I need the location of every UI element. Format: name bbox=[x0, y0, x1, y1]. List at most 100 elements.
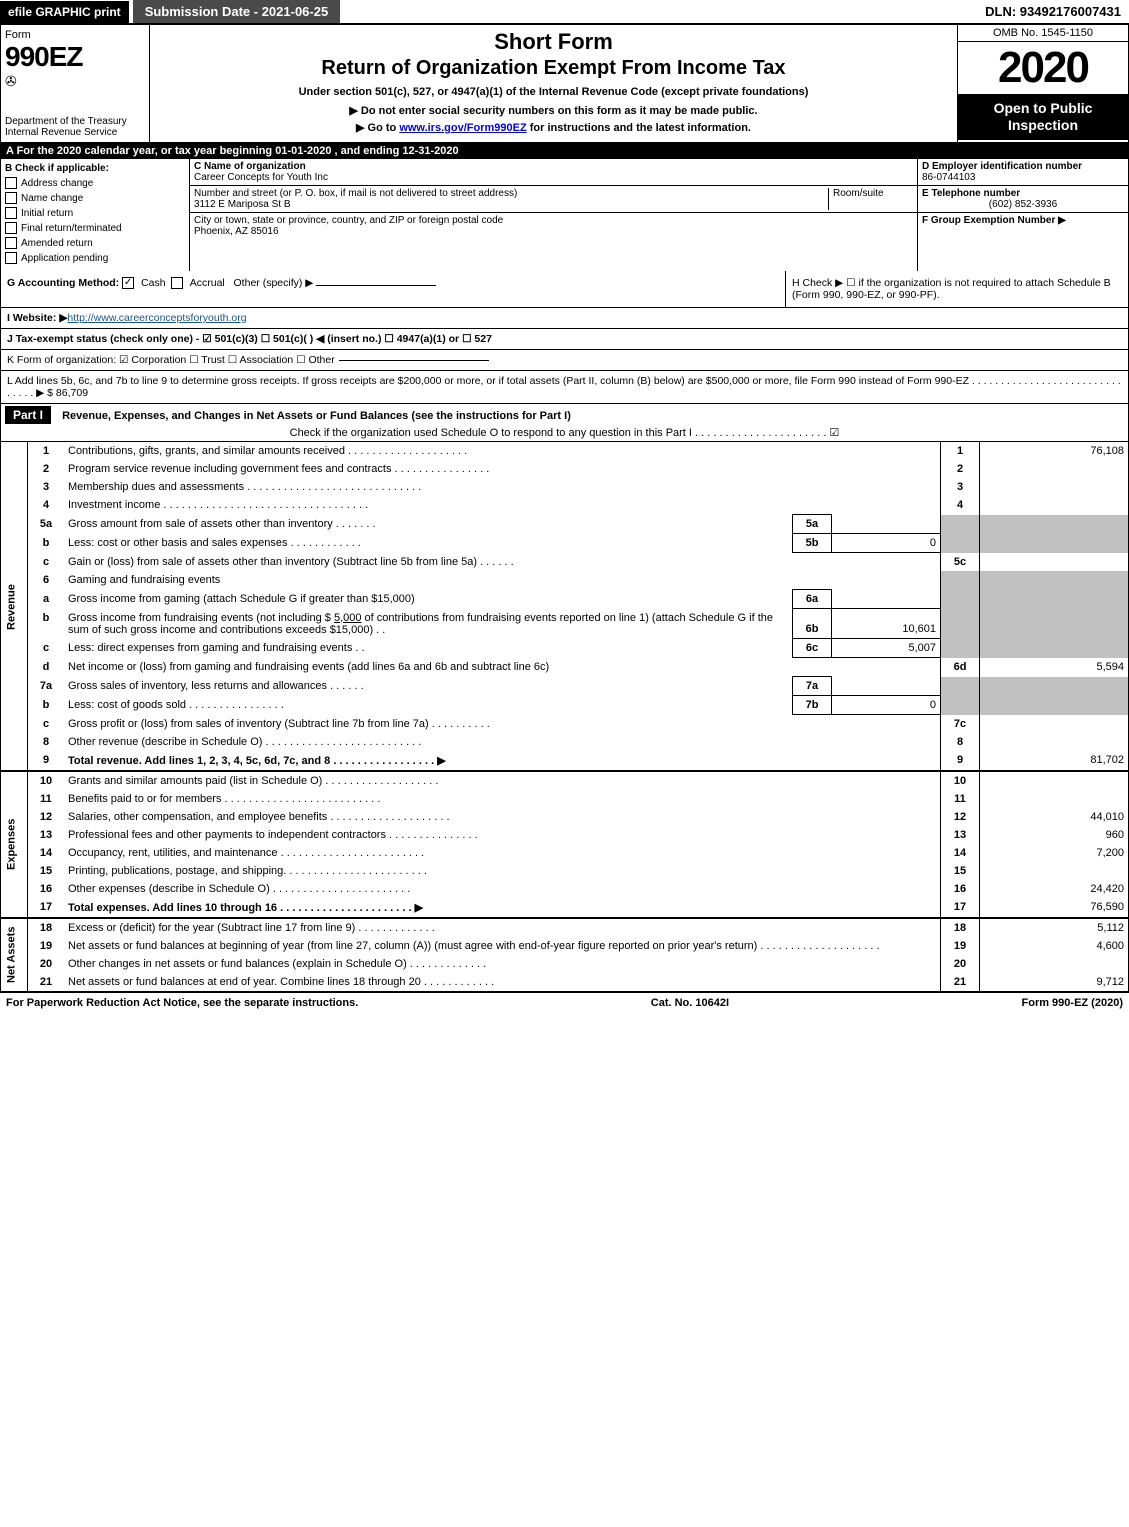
gh-row: G Accounting Method: Cash Accrual Other … bbox=[0, 271, 1129, 308]
line-1-val: 76,108 bbox=[980, 442, 1129, 460]
line-5b-num: b bbox=[28, 534, 65, 553]
line-12-num: 12 bbox=[28, 808, 65, 826]
line-6c-boxval: 5,007 bbox=[832, 639, 941, 658]
part1-check: Check if the organization used Schedule … bbox=[5, 426, 1124, 439]
line-5c-text: Gain or (loss) from sale of assets other… bbox=[64, 553, 941, 572]
line-7b-box: 7b bbox=[793, 696, 832, 715]
line-6d-num: d bbox=[28, 658, 65, 677]
line-5b-boxval: 0 bbox=[832, 534, 941, 553]
submission-date: Submission Date - 2021-06-25 bbox=[133, 0, 341, 23]
line-21-text: Net assets or fund balances at end of ye… bbox=[64, 973, 941, 992]
line-6a-box: 6a bbox=[793, 590, 832, 609]
part1-label: Part I bbox=[5, 406, 51, 424]
line-14-col: 14 bbox=[941, 844, 980, 862]
open-to-public: Open to Public Inspection bbox=[958, 94, 1128, 140]
website-link[interactable]: http://www.careerconceptsforyouth.org bbox=[67, 312, 246, 324]
line-6c-text: Less: direct expenses from gaming and fu… bbox=[64, 639, 793, 658]
line-6d-col: 6d bbox=[941, 658, 980, 677]
line-15-num: 15 bbox=[28, 862, 65, 880]
line-14-num: 14 bbox=[28, 844, 65, 862]
line-4-col: 4 bbox=[941, 496, 980, 515]
header-right: OMB No. 1545-1150 2020 Open to Public In… bbox=[957, 25, 1128, 142]
line-6-num: 6 bbox=[28, 571, 65, 590]
line-6a-shaded bbox=[941, 590, 980, 609]
go-to-instructions: ▶ Go to www.irs.gov/Form990EZ for instru… bbox=[158, 121, 949, 134]
line-18-text: Excess or (deficit) for the year (Subtra… bbox=[64, 918, 941, 937]
addr-change-checkbox[interactable]: Address change bbox=[5, 177, 185, 189]
line-6c-box: 6c bbox=[793, 639, 832, 658]
line-5b-text: Less: cost or other basis and sales expe… bbox=[64, 534, 793, 553]
line-13-num: 13 bbox=[28, 826, 65, 844]
line-19-text: Net assets or fund balances at beginning… bbox=[64, 937, 941, 955]
line-6-shadedval bbox=[980, 571, 1129, 590]
line-10-num: 10 bbox=[28, 771, 65, 790]
line-7b-num: b bbox=[28, 696, 65, 715]
app-pending-checkbox[interactable]: Application pending bbox=[5, 252, 185, 264]
form-header: Form 990EZ ✇ Department of the Treasury … bbox=[0, 24, 1129, 143]
c-name-label: C Name of organization bbox=[194, 161, 913, 172]
line-7c-text: Gross profit or (loss) from sales of inv… bbox=[64, 715, 941, 734]
line-14-text: Occupancy, rent, utilities, and maintena… bbox=[64, 844, 941, 862]
line-8-text: Other revenue (describe in Schedule O) .… bbox=[64, 733, 941, 751]
line-5c-col: 5c bbox=[941, 553, 980, 572]
line-6b-box: 6b bbox=[793, 609, 832, 639]
org-address: 3112 E Mariposa St B bbox=[194, 199, 291, 210]
line-18-num: 18 bbox=[28, 918, 65, 937]
line-6b-shaded bbox=[941, 609, 980, 639]
line-7a-num: 7a bbox=[28, 677, 65, 696]
tax-year: 2020 bbox=[958, 42, 1128, 94]
irs-link[interactable]: www.irs.gov/Form990EZ bbox=[399, 122, 526, 134]
name-change-checkbox[interactable]: Name change bbox=[5, 192, 185, 204]
final-return-checkbox[interactable]: Final return/terminated bbox=[5, 222, 185, 234]
line-6b-num: b bbox=[28, 609, 65, 639]
room-suite-label: Room/suite bbox=[833, 188, 884, 199]
line-7a-boxval bbox=[832, 677, 941, 696]
form-ref: Form 990-EZ (2020) bbox=[1022, 997, 1123, 1009]
line-6d-text: Net income or (loss) from gaming and fun… bbox=[64, 658, 941, 677]
line-6a-num: a bbox=[28, 590, 65, 609]
efile-label[interactable]: efile GRAPHIC print bbox=[0, 1, 129, 23]
short-form-title: Short Form bbox=[158, 29, 949, 55]
form-number: 990EZ bbox=[5, 41, 145, 73]
line-5a-box: 5a bbox=[793, 515, 832, 534]
line-1-text: Contributions, gifts, grants, and simila… bbox=[64, 442, 941, 460]
line-7b-shaded bbox=[941, 696, 980, 715]
line-6a-shadedval bbox=[980, 590, 1129, 609]
line-6b-shadedval bbox=[980, 609, 1129, 639]
line-11-col: 11 bbox=[941, 790, 980, 808]
line-18-col: 18 bbox=[941, 918, 980, 937]
initial-return-checkbox[interactable]: Initial return bbox=[5, 207, 185, 219]
omb-number: OMB No. 1545-1150 bbox=[958, 25, 1128, 42]
line-15-val bbox=[980, 862, 1129, 880]
h-schedule-b: H Check ▶ ☐ if the organization is not r… bbox=[785, 271, 1128, 307]
line-4-text: Investment income . . . . . . . . . . . … bbox=[64, 496, 941, 515]
line-11-text: Benefits paid to or for members . . . . … bbox=[64, 790, 941, 808]
line-13-col: 13 bbox=[941, 826, 980, 844]
part1-header-row: Part I Revenue, Expenses, and Changes in… bbox=[0, 404, 1129, 442]
line-7c-num: c bbox=[28, 715, 65, 734]
org-city: Phoenix, AZ 85016 bbox=[194, 226, 913, 237]
line-12-val: 44,010 bbox=[980, 808, 1129, 826]
line-14-val: 7,200 bbox=[980, 844, 1129, 862]
revenue-section-label: Revenue bbox=[1, 442, 28, 771]
line-1-num: 1 bbox=[28, 442, 65, 460]
line-7c-col: 7c bbox=[941, 715, 980, 734]
header-left: Form 990EZ ✇ Department of the Treasury … bbox=[1, 25, 150, 142]
line-6-shaded bbox=[941, 571, 980, 590]
line-6c-shaded bbox=[941, 639, 980, 658]
line-5b-shadedval bbox=[980, 534, 1129, 553]
line-2-num: 2 bbox=[28, 460, 65, 478]
line-12-text: Salaries, other compensation, and employ… bbox=[64, 808, 941, 826]
line-5a-shadedval bbox=[980, 515, 1129, 534]
line-17-text: Total expenses. Add lines 10 through 16 … bbox=[64, 898, 941, 918]
line-5a-shaded bbox=[941, 515, 980, 534]
cat-number: Cat. No. 10642I bbox=[651, 997, 729, 1009]
line-17-num: 17 bbox=[28, 898, 65, 918]
amended-return-checkbox[interactable]: Amended return bbox=[5, 237, 185, 249]
line-13-text: Professional fees and other payments to … bbox=[64, 826, 941, 844]
f-label: F Group Exemption Number ▶ bbox=[922, 215, 1066, 226]
line-2-col: 2 bbox=[941, 460, 980, 478]
line-21-num: 21 bbox=[28, 973, 65, 992]
line-20-num: 20 bbox=[28, 955, 65, 973]
line-7a-box: 7a bbox=[793, 677, 832, 696]
